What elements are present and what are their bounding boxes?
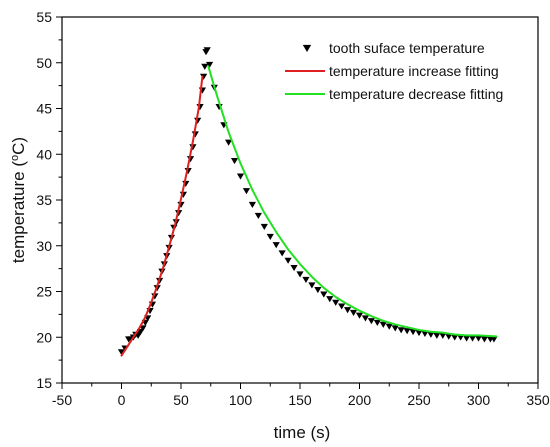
data-point — [296, 271, 304, 278]
data-point — [344, 307, 352, 314]
data-point — [427, 331, 435, 338]
x-tick-label: 200 — [348, 392, 372, 408]
data-point — [184, 168, 192, 175]
data-point — [314, 286, 322, 294]
series-1 — [120, 75, 204, 357]
data-point — [308, 282, 316, 289]
y-tick-label: 55 — [36, 9, 52, 25]
data-point — [266, 233, 274, 241]
y-axis-title-unit: C) — [9, 137, 28, 155]
data-point — [403, 328, 411, 335]
data-point — [203, 47, 211, 54]
data-point — [332, 299, 340, 306]
data-point — [260, 223, 268, 230]
tick-labels: -50 0 50 100 150 200 250 300 350 15 20 25 30 35 40 45 50… — [36, 9, 549, 408]
data-point — [385, 323, 393, 330]
y-tick-label: 15 — [36, 375, 52, 391]
decrease-fit-line — [207, 65, 498, 338]
data-point — [236, 173, 245, 180]
data-point — [433, 332, 441, 339]
data-point — [391, 325, 399, 332]
x-tick-label: -50 — [52, 392, 72, 408]
y-tick-label: 20 — [36, 329, 52, 345]
data-point — [439, 332, 447, 339]
data-point — [284, 257, 292, 264]
data-point — [230, 157, 239, 165]
x-axis-title: time (s) — [274, 423, 331, 442]
data-point — [474, 335, 483, 342]
x-tick-label: 0 — [118, 392, 126, 408]
axis-ticks — [56, 16, 539, 389]
data-point — [397, 327, 405, 334]
data-point — [349, 309, 358, 316]
data-point — [302, 276, 310, 284]
y-tick-label: 40 — [36, 146, 52, 162]
x-tick-label: 100 — [229, 392, 253, 408]
y-tick-label: 25 — [36, 284, 52, 300]
data-point — [361, 315, 370, 322]
data-point — [445, 333, 453, 340]
legend-item-increase-fit: temperature increase fitting — [285, 63, 499, 79]
y-axis-title-superscript: o — [9, 155, 21, 161]
data-point — [200, 73, 208, 80]
data-point — [490, 336, 498, 343]
data-point — [225, 139, 233, 146]
data-point — [468, 335, 477, 342]
y-tick-label: 30 — [36, 238, 52, 254]
data-point — [463, 335, 471, 342]
x-tick-label: 150 — [288, 392, 312, 408]
y-tick-label: 50 — [36, 55, 52, 71]
y-tick-label: 45 — [36, 101, 52, 117]
data-point — [409, 329, 417, 336]
data-point — [272, 242, 280, 249]
legend-item-decrease-fit: temperature decrease fitting — [285, 86, 503, 102]
y-axis-title-prefix: temperature ( — [9, 161, 28, 263]
data-point — [290, 265, 298, 272]
data-point — [415, 329, 423, 337]
data-series — [117, 47, 498, 357]
legend-label-decrease-fitting: temperature decrease fitting — [329, 86, 503, 102]
data-point — [320, 291, 328, 298]
data-point — [326, 296, 334, 303]
data-point — [480, 336, 489, 343]
x-tick-label: 300 — [467, 392, 491, 408]
legend-label-surface-temperature: tooth suface temperature — [329, 40, 485, 56]
legend-triangle-marker — [302, 44, 312, 52]
data-point — [242, 188, 251, 195]
y-axis-title: temperature (oC) — [9, 137, 28, 263]
data-point — [373, 319, 381, 327]
data-point — [205, 61, 214, 68]
legend-item-scatter: tooth suface temperature — [302, 40, 485, 56]
data-point — [421, 330, 429, 338]
increase-fit-line — [120, 75, 204, 357]
data-point — [451, 334, 459, 341]
y-tick-label: 35 — [36, 192, 52, 208]
data-point — [254, 212, 262, 219]
data-point — [278, 250, 286, 257]
legend: tooth suface temperature temperature inc… — [285, 40, 503, 102]
series-2 — [207, 65, 498, 338]
data-point — [338, 303, 346, 310]
x-tick-label: 350 — [526, 392, 550, 408]
x-tick-label: 50 — [173, 392, 189, 408]
data-point — [355, 312, 364, 319]
data-point — [248, 201, 256, 208]
data-point — [379, 321, 387, 328]
legend-label-increase-fitting: temperature increase fitting — [329, 63, 499, 79]
data-point — [117, 349, 126, 356]
x-tick-label: 250 — [407, 392, 431, 408]
data-point — [367, 318, 375, 325]
data-point — [201, 63, 209, 70]
